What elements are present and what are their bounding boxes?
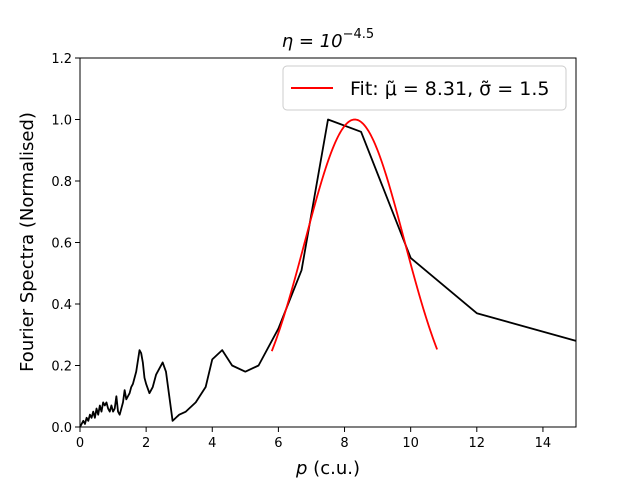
legend-box <box>282 65 567 111</box>
y-axis-label: Fourier Spectra (Normalised) <box>17 112 38 372</box>
x-tick-label: 10 <box>402 436 419 451</box>
y-tick-label: 0.4 <box>51 298 72 313</box>
x-axis-label: p (c.u.) <box>295 458 360 479</box>
y-axis-ticks: 0.0 0.2 0.4 0.6 0.8 1.0 1.2 <box>51 52 80 436</box>
chart-title: η = 10−4.5 <box>282 27 374 52</box>
x-tick-label: 12 <box>469 436 486 451</box>
y-tick-label: 0.6 <box>51 237 72 252</box>
y-tick-label: 0.2 <box>51 360 72 375</box>
x-tick-label: 4 <box>208 436 216 451</box>
y-tick-label: 0.0 <box>51 421 72 436</box>
x-tick-label: 14 <box>535 436 552 451</box>
y-tick-label: 0.8 <box>51 175 72 190</box>
x-axis-ticks: 0 2 4 6 8 10 12 14 <box>76 427 551 451</box>
axes-background <box>80 58 576 427</box>
x-tick-label: 8 <box>340 436 348 451</box>
x-tick-label: 6 <box>274 436 282 451</box>
legend: Fit: μ̃ = 8.31, σ̃ = 1.5 <box>282 65 567 111</box>
x-tick-label: 0 <box>76 436 84 451</box>
series-layer <box>79 118 577 428</box>
fit-curve-line <box>270 118 438 352</box>
y-tick-label: 1.0 <box>51 114 72 129</box>
plot-area <box>80 58 576 427</box>
spectrum-series-line <box>79 118 577 428</box>
x-tick-label: 2 <box>142 436 150 451</box>
legend-fit-label: Fit: μ̃ = 8.31, σ̃ = 1.5 <box>350 78 549 100</box>
y-tick-label: 1.2 <box>51 52 72 67</box>
